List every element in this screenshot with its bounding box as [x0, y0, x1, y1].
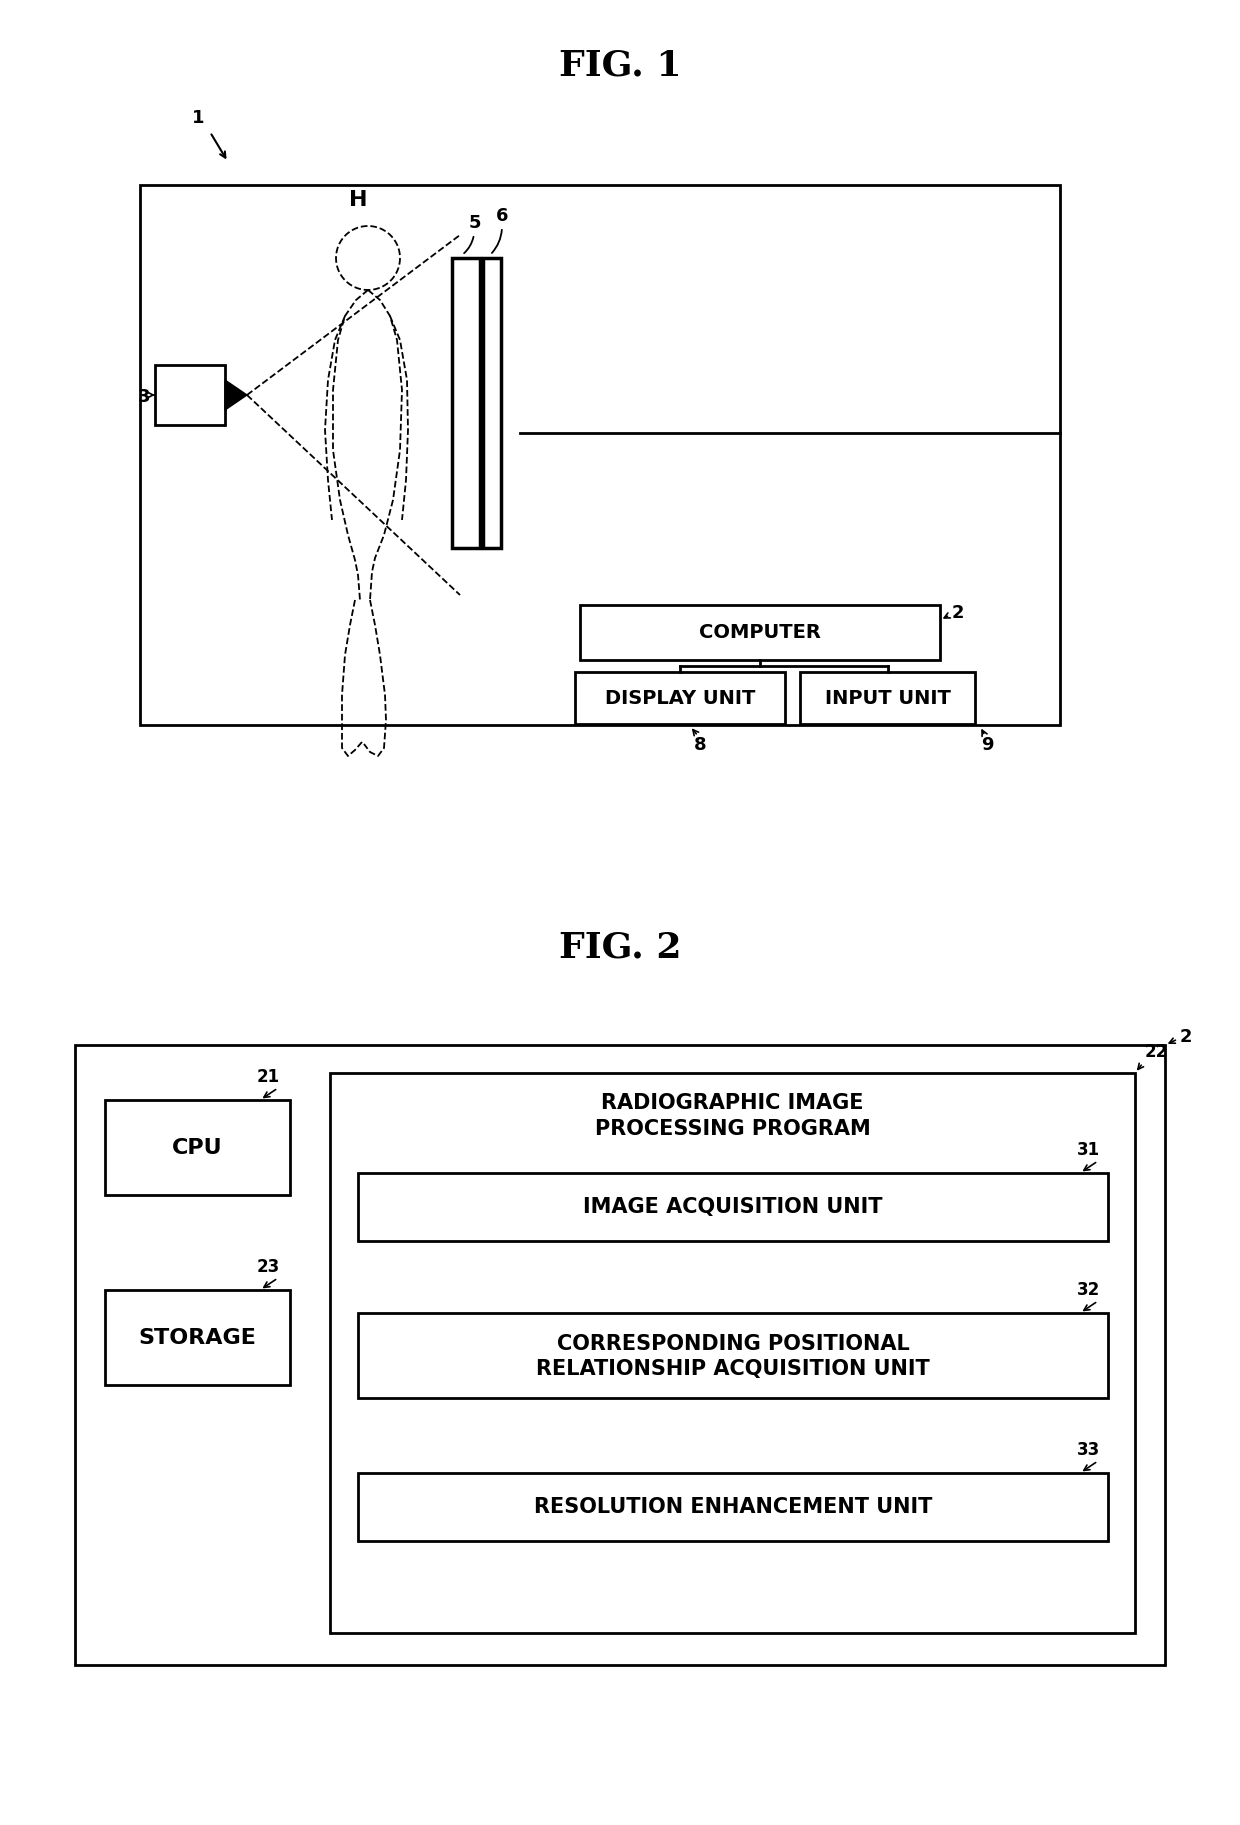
Bar	[800, 672, 975, 725]
Text: H: H	[348, 190, 367, 210]
Bar	[105, 1290, 290, 1385]
Bar	[155, 365, 224, 425]
Text: DISPLAY UNIT: DISPLAY UNIT	[605, 688, 755, 708]
Text: 3: 3	[138, 389, 150, 405]
Text: 23: 23	[257, 1257, 280, 1276]
Text: FIG. 1: FIG. 1	[559, 47, 681, 82]
Text: 2: 2	[952, 604, 965, 622]
Bar	[358, 1312, 1109, 1398]
Text: CORRESPONDING POSITIONAL: CORRESPONDING POSITIONAL	[557, 1334, 909, 1354]
Text: 32: 32	[1076, 1281, 1100, 1299]
Bar	[484, 257, 501, 548]
Text: RADIOGRAPHIC IMAGE: RADIOGRAPHIC IMAGE	[601, 1093, 864, 1113]
Text: RESOLUTION ENHANCEMENT UNIT: RESOLUTION ENHANCEMENT UNIT	[533, 1496, 932, 1517]
Text: INPUT UNIT: INPUT UNIT	[825, 688, 950, 708]
Bar	[74, 1046, 1166, 1664]
Bar	[453, 257, 480, 548]
Bar	[105, 1100, 290, 1195]
Text: IMAGE ACQUISITION UNIT: IMAGE ACQUISITION UNIT	[583, 1197, 883, 1217]
Text: 6: 6	[496, 206, 508, 224]
Bar	[358, 1473, 1109, 1540]
Text: 31: 31	[1076, 1141, 1100, 1159]
Text: PROCESSING PROGRAM: PROCESSING PROGRAM	[595, 1119, 870, 1139]
Text: RELATIONSHIP ACQUISITION UNIT: RELATIONSHIP ACQUISITION UNIT	[536, 1360, 930, 1380]
Bar	[140, 184, 1060, 725]
Polygon shape	[224, 380, 247, 411]
Text: 1: 1	[192, 110, 205, 128]
Text: 22: 22	[1145, 1044, 1168, 1060]
Bar	[580, 606, 940, 661]
Text: 33: 33	[1076, 1442, 1100, 1458]
Text: 8: 8	[693, 735, 707, 754]
Text: CPU: CPU	[172, 1137, 223, 1157]
Bar	[330, 1073, 1135, 1633]
Text: FIG. 2: FIG. 2	[559, 931, 681, 964]
Text: 5: 5	[469, 214, 481, 232]
Text: COMPUTER: COMPUTER	[699, 622, 821, 642]
Bar	[575, 672, 785, 725]
Text: 2: 2	[1180, 1027, 1193, 1046]
Text: 21: 21	[257, 1068, 280, 1086]
Text: 9: 9	[981, 735, 993, 754]
Bar	[358, 1173, 1109, 1241]
Text: STORAGE: STORAGE	[139, 1327, 257, 1347]
